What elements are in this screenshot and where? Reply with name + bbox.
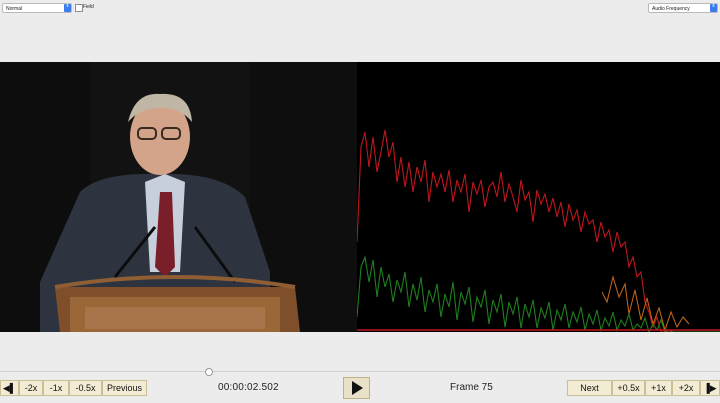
frame-counter: Frame 75	[450, 382, 493, 393]
field-checkbox[interactable]	[75, 4, 83, 12]
speed-minus-05x-button[interactable]: -0.5x	[69, 380, 102, 396]
timeline-thumb[interactable]	[205, 368, 213, 376]
video-frame[interactable]	[0, 62, 357, 332]
timeline-track[interactable]	[0, 371, 720, 372]
audio-frequency-plot	[356, 62, 720, 334]
mode-select-value: Normal	[6, 6, 23, 12]
play-button[interactable]	[343, 377, 370, 399]
step-forward-button[interactable]: ▐▶	[700, 380, 720, 396]
speaker-video-image	[0, 62, 357, 332]
audio-frequency-graph	[356, 129, 720, 334]
spectrum-green-trace	[356, 254, 720, 334]
step-back-icon: ◀▌	[2, 383, 17, 393]
timecode-display: 00:00:02.502	[218, 382, 279, 393]
spectrum-orange-trace	[601, 275, 690, 332]
step-back-button[interactable]: ◀▌	[0, 380, 19, 396]
field-label: Field	[83, 4, 94, 10]
playback-controls: ◀▌ -2x -1x -0.5x Previous 00:00:02.502 F…	[0, 377, 720, 399]
speed-plus-1x-button[interactable]: +1x	[645, 380, 672, 396]
mode-select[interactable]: Normal ⇕	[2, 3, 72, 13]
view-select[interactable]: Audio Frequency ⇕	[648, 3, 718, 13]
speed-plus-05x-button[interactable]: +0.5x	[612, 380, 645, 396]
step-forward-icon: ▐▶	[703, 383, 717, 393]
top-toolbar: Normal ⇕ Field Audio Frequency ⇕	[0, 0, 720, 16]
previous-button[interactable]: Previous	[102, 380, 147, 396]
speed-minus-1x-button[interactable]: -1x	[43, 380, 69, 396]
view-select-value: Audio Frequency	[652, 6, 690, 12]
speed-plus-2x-button[interactable]: +2x	[672, 380, 700, 396]
select-arrow-icon: ⇕	[710, 4, 717, 12]
next-button[interactable]: Next	[567, 380, 612, 396]
play-icon	[352, 381, 363, 395]
select-arrow-icon: ⇕	[64, 4, 71, 12]
spectrum-red-trace	[356, 129, 720, 333]
viewer-area	[0, 62, 720, 334]
speed-minus-2x-button[interactable]: -2x	[19, 380, 43, 396]
